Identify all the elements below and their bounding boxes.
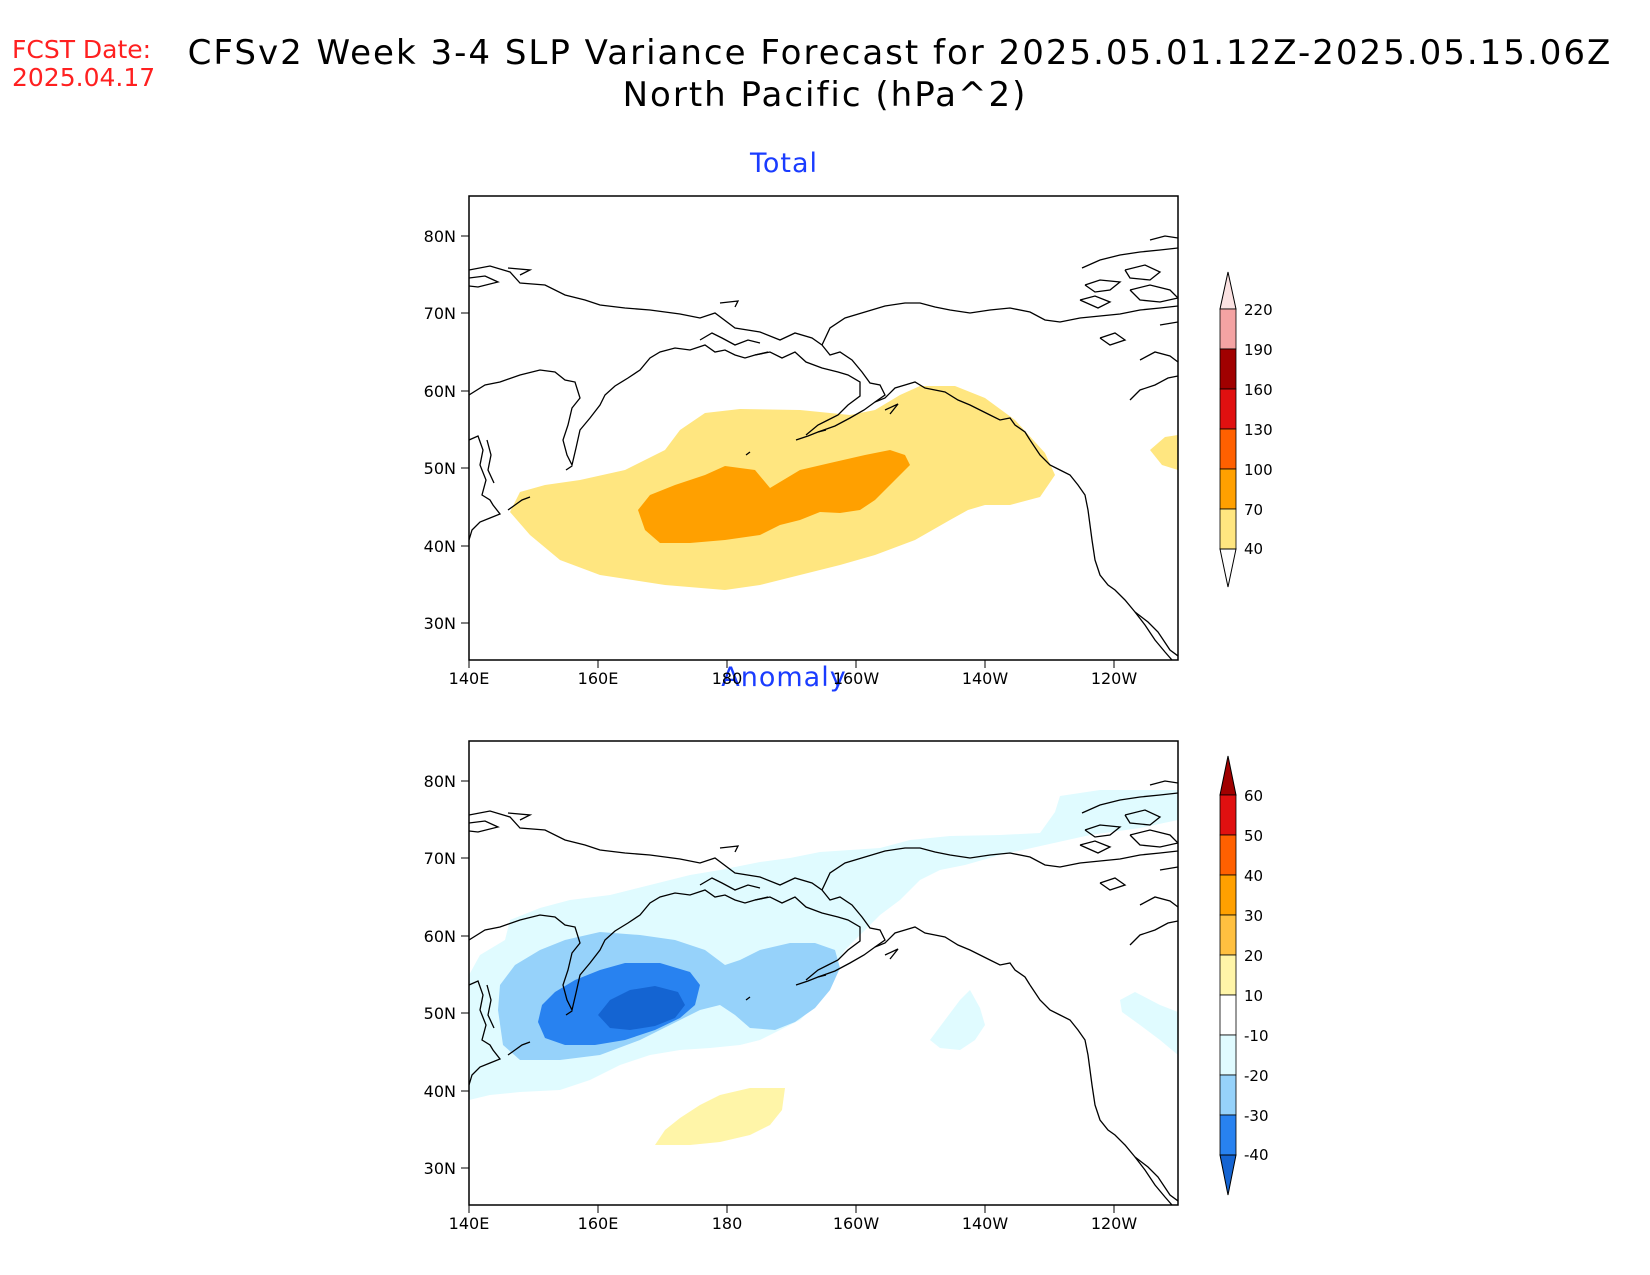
- colorbar-anomaly-swatch: [1219, 994, 1237, 1036]
- lat-axis-total: 80N 70N 60N 50N 40N 30N: [424, 227, 469, 633]
- colorbar-label: 160: [1244, 381, 1273, 399]
- lon-tick-label: 160E: [578, 1214, 619, 1233]
- colorbar-total-swatch: [1219, 348, 1237, 390]
- colorbar-total-bottom-triangle: [1219, 548, 1237, 588]
- lon-tick-label: 140W: [962, 1214, 1009, 1233]
- lat-tick-label: 50N: [424, 1004, 456, 1023]
- lon-axis-anomaly: 140E 160E 180 160W 140W 120W: [449, 1205, 1138, 1233]
- colorbar-label: 40: [1244, 540, 1263, 558]
- lat-tick-label: 30N: [424, 1159, 456, 1178]
- colorbar-anomaly-swatch: [1219, 1074, 1237, 1116]
- colorbar-total-swatch: [1219, 308, 1237, 350]
- colorbar-total: 220 190 160 130 100 70 40: [1219, 271, 1273, 588]
- lon-tick-label: 140E: [449, 1214, 490, 1233]
- lat-tick-label: 80N: [424, 772, 456, 791]
- colorbar-anomaly-bottom-triangle: [1219, 1154, 1237, 1196]
- lon-tick-label: 160E: [578, 669, 619, 688]
- lon-tick-label: 180: [712, 1214, 743, 1233]
- lon-tick-label: 140W: [962, 669, 1009, 688]
- colorbar-total-swatch: [1219, 508, 1237, 550]
- colorbar-label: 40: [1244, 867, 1263, 885]
- anomaly-neg10-far-east: [1120, 992, 1178, 1055]
- colorbar-anomaly-swatch: [1219, 1034, 1237, 1076]
- colorbar-label: -40: [1244, 1146, 1269, 1164]
- map-anomaly: 80N 70N 60N 50N 40N 30N 140E 160E 180 16…: [424, 740, 1179, 1233]
- forecast-date-value: 2025.04.17: [12, 63, 156, 92]
- lon-tick-label: 120W: [1091, 669, 1138, 688]
- colorbar-anomaly-swatch: [1219, 834, 1237, 876]
- colorbar-anomaly-swatch: [1219, 794, 1237, 836]
- map-frame-total: [468, 195, 1179, 661]
- panel-title-total: Total: [749, 148, 819, 179]
- total-40-70-region-east: [1150, 435, 1178, 470]
- colorbar-anomaly-swatch: [1219, 1114, 1237, 1156]
- anomaly-neg10-small-east: [930, 990, 985, 1050]
- colorbar-label: -10: [1244, 1027, 1269, 1045]
- colorbar-label: 50: [1244, 827, 1263, 845]
- lon-tick-label: 140E: [449, 669, 490, 688]
- colorbar-total-swatch: [1219, 428, 1237, 470]
- lon-tick-label: 120W: [1091, 1214, 1138, 1233]
- colorbar-total-swatch: [1219, 388, 1237, 430]
- colorbar-label: -20: [1244, 1067, 1269, 1085]
- anomaly-neg40-region: [598, 986, 685, 1030]
- lat-axis-anomaly: 80N 70N 60N 50N 40N 30N: [424, 772, 469, 1178]
- colorbar-label: -30: [1244, 1107, 1269, 1125]
- lat-tick-label: 70N: [424, 849, 456, 868]
- colorbar-label: 220: [1244, 301, 1273, 319]
- lat-tick-label: 50N: [424, 459, 456, 478]
- lon-tick-label: 160W: [833, 669, 880, 688]
- colorbar-label: 130: [1244, 421, 1273, 439]
- colorbar-anomaly-swatch: [1219, 914, 1237, 956]
- colorbar-anomaly: 60 50 40 30 20 10 -10 -20 -30 -40: [1219, 755, 1269, 1196]
- main-title-line2: North Pacific (hPa^2): [622, 75, 1028, 115]
- main-title: CFSv2 Week 3-4 SLP Variance Forecast for…: [0, 32, 1650, 116]
- lat-tick-label: 60N: [424, 927, 456, 946]
- lon-tick-label: 160W: [833, 1214, 880, 1233]
- lat-tick-label: 40N: [424, 1082, 456, 1101]
- panel-title-anomaly: Anomaly: [721, 662, 847, 693]
- colorbar-anomaly-top-triangle: [1219, 755, 1237, 796]
- lat-tick-label: 60N: [424, 382, 456, 401]
- lat-tick-label: 40N: [424, 537, 456, 556]
- colorbar-total-top-triangle: [1219, 271, 1237, 310]
- anomaly-pos10-region: [655, 1088, 785, 1145]
- map-frame-anomaly: [468, 740, 1179, 1206]
- colorbar-label: 20: [1244, 947, 1263, 965]
- forecast-date-label: FCST Date:: [12, 35, 152, 64]
- colorbar-label: 70: [1244, 501, 1263, 519]
- lat-tick-label: 70N: [424, 304, 456, 323]
- colorbar-label: 60: [1244, 787, 1263, 805]
- colorbar-label: 100: [1244, 461, 1273, 479]
- total-70-100-region: [638, 450, 910, 543]
- map-total: 80N 70N 60N 50N 40N 30N 140E 160E 180 16…: [424, 195, 1179, 688]
- main-title-line1: CFSv2 Week 3-4 SLP Variance Forecast for…: [187, 33, 1613, 73]
- colorbar-anomaly-swatch: [1219, 954, 1237, 996]
- lon-axis-total: 140E 160E 180 160W 140W 120W: [449, 660, 1138, 688]
- lon-tick-label: 180: [712, 669, 743, 688]
- lat-tick-label: 80N: [424, 227, 456, 246]
- colorbar-label: 10: [1244, 987, 1263, 1005]
- colorbar-total-swatch: [1219, 468, 1237, 510]
- colorbar-label: 30: [1244, 907, 1263, 925]
- lat-tick-label: 30N: [424, 614, 456, 633]
- colorbar-anomaly-swatch: [1219, 874, 1237, 916]
- colorbar-label: 190: [1244, 341, 1273, 359]
- forecast-date: FCST Date: 2025.04.17: [12, 36, 155, 92]
